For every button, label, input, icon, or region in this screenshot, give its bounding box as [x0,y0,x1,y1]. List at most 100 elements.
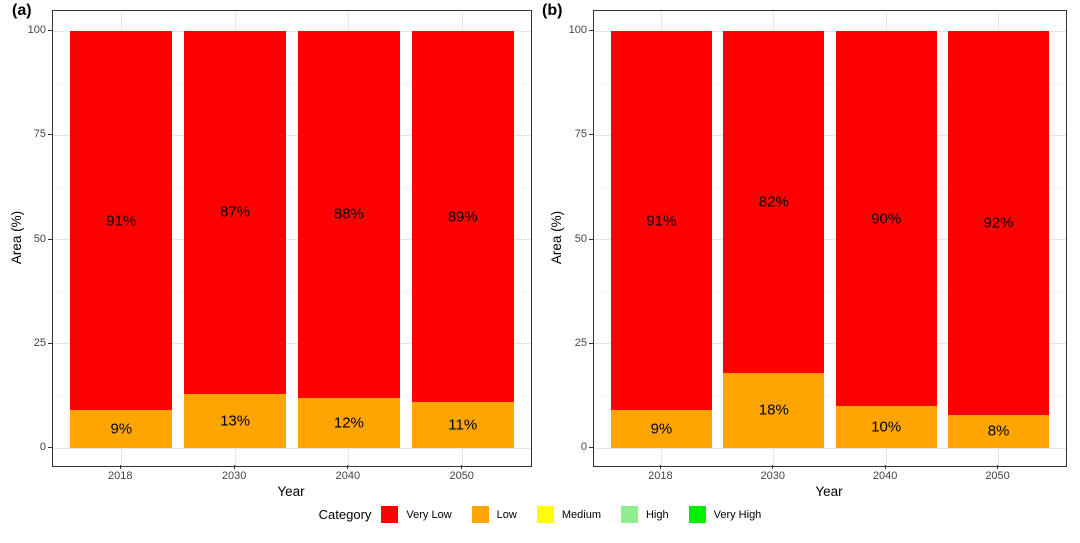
y-tick-label: 75 [33,128,46,141]
legend-label: Very High [713,508,762,521]
bar-label: 89% [447,208,478,226]
panel-b-x-axis-title: Year [815,484,843,499]
y-tick-label: 25 [574,336,587,349]
panel-b-tag: (b) [542,2,563,19]
legend-swatch-medium [536,506,554,523]
y-tick-mark [589,238,593,240]
x-tick-label: 2050 [985,470,1010,482]
x-tick-mark [347,465,349,469]
x-tick-label: 2040 [335,470,361,482]
bar-label: 13% [220,412,251,430]
gridline-major [53,447,531,449]
bar-segment-very-low [183,31,287,394]
y-tick-label: 50 [574,232,587,245]
x-tick-mark [233,465,235,469]
x-tick-mark [461,465,463,469]
panel-a-x-axis-title: Year [277,484,305,499]
legend-item: Very Low [381,506,452,523]
gridline-major [53,343,531,345]
bar-segment-low [183,393,287,448]
gridline-major [594,134,1066,136]
gridline-major [53,134,531,136]
bar-segment-very-low [723,31,825,373]
bar-label: 10% [871,418,902,436]
gridline-major [594,343,1066,345]
y-tick-mark [589,447,593,448]
y-tick-mark [589,134,593,136]
legend-item: Medium [536,506,601,523]
y-tick-label: 0 [39,441,46,453]
panel-b: (b) Area (%) 9% 91% 18% 82% 10% 90% 8% 92% Year… [540,0,1080,505]
bar-segment-very-low [297,31,401,398]
y-tick-label: 75 [574,128,587,141]
bar-segment-very-low [610,31,712,411]
legend-label: Very Low [406,508,452,521]
legend-swatch-low [471,506,489,523]
x-tick-mark [659,465,661,469]
legend-swatch-high [620,506,638,523]
x-tick-mark [119,465,121,469]
bar-label: 82% [758,193,789,211]
legend-item: Very High [688,506,762,523]
bar-segment-very-low [835,31,937,407]
legend-item: Low [471,506,517,523]
x-tick-label: 2050 [449,470,474,482]
gridline-major [594,30,1066,32]
panel-a-plot-area: 9% 91% 13% 87% 12% 88% 11% 89% [52,10,532,467]
bar-label: 9% [650,420,673,438]
y-tick-label: 100 [568,24,587,36]
gridline-minor [53,395,531,397]
y-tick-mark [48,30,52,31]
x-tick-mark [997,465,999,469]
gridline-minor [53,82,531,84]
bar-segment-low [723,372,825,448]
bar-segment-low [835,406,937,448]
legend-label: High [645,508,669,521]
x-tick-label: 2040 [872,470,898,482]
y-tick-mark [48,447,52,448]
x-tick-label: 2030 [221,470,247,482]
legend-swatch-very-low [381,506,399,523]
legend-label: Low [496,508,517,521]
legend-label: Medium [561,508,601,521]
bar-segment-low [297,397,401,448]
panel-a-tag: (a) [12,2,32,19]
panel-b-plot-area: 9% 91% 18% 82% 10% 90% 8% 92% [593,10,1067,467]
bar-label: 8% [987,422,1010,440]
bar-label: 18% [758,401,789,419]
x-tick-mark [884,465,886,469]
bar-segment-very-low [411,31,514,403]
gridline-minor [53,291,531,293]
bar-label: 91% [106,212,137,230]
bar-label: 9% [110,420,133,438]
gridline-minor [594,291,1066,293]
y-tick-label: 0 [580,441,587,453]
gridline-minor [594,82,1066,84]
gridline-minor [594,186,1066,188]
y-tick-mark [48,342,52,344]
x-tick-label: 2030 [760,470,786,482]
gridline-major [594,239,1066,240]
gridline-minor [594,395,1066,397]
bar-segment-very-low [70,31,173,411]
bar-label: 88% [333,205,364,223]
bar-label: 87% [220,203,251,221]
bar-segment-low [411,402,514,448]
bar-segment-very-low [948,31,1050,415]
bar-label: 92% [983,214,1014,232]
x-tick-label: 2018 [648,470,673,482]
gridline-major [53,30,531,32]
x-tick-mark [772,465,774,469]
y-tick-label: 50 [33,232,46,245]
y-tick-mark [589,342,593,344]
x-tick-label: 2018 [108,470,133,482]
bar-label: 12% [333,414,364,432]
gridline-minor [53,186,531,188]
y-tick-mark [48,238,52,240]
y-tick-label: 25 [33,336,46,349]
bar-label: 91% [646,212,677,230]
legend-swatch-very-high [688,506,706,523]
y-tick-label: 100 [27,24,46,36]
legend-title: Category [318,507,372,522]
